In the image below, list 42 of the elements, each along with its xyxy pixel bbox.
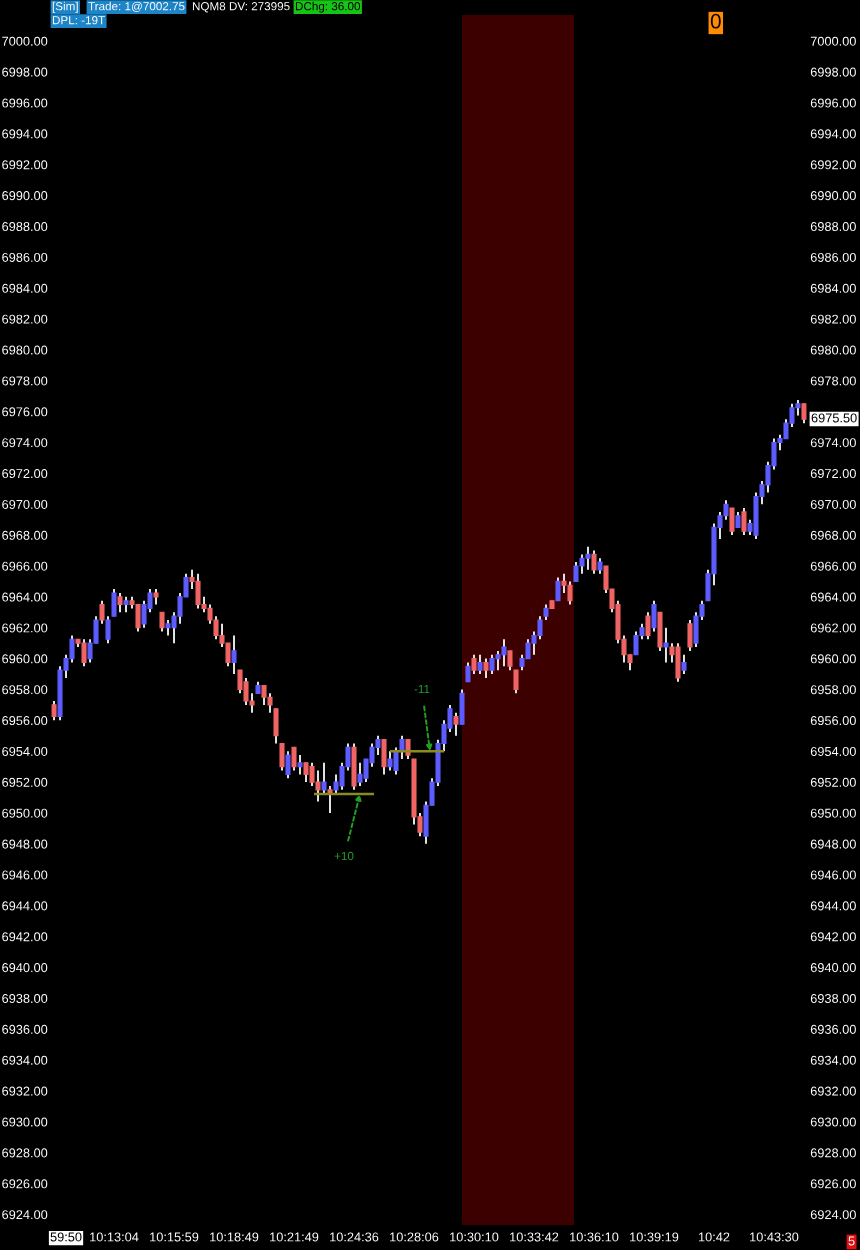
candlestick [585, 545, 591, 571]
candlestick [453, 711, 459, 737]
candlestick [501, 638, 507, 668]
candlestick [477, 653, 483, 676]
candlestick [387, 750, 393, 772]
candlestick [291, 746, 297, 772]
candlestick [633, 630, 639, 656]
candlestick [471, 653, 477, 676]
candlestick [513, 669, 519, 695]
candlestick [285, 750, 291, 780]
annotation: 0 [710, 13, 721, 29]
candlestick [465, 661, 471, 683]
candlestick [279, 742, 285, 772]
candlestick [159, 611, 165, 633]
candlestick [555, 576, 561, 602]
candlestick [681, 653, 687, 676]
candlestick [591, 549, 597, 575]
candlestick [315, 769, 321, 803]
candlestick [135, 603, 141, 633]
candlestick [687, 619, 693, 652]
candlestick [381, 738, 387, 776]
candlestick [801, 402, 807, 425]
candlestick [729, 507, 735, 537]
candlestick [243, 676, 249, 706]
candlestick [483, 657, 489, 679]
candlestick [81, 638, 87, 668]
candlestick [567, 580, 573, 606]
candlestick [675, 642, 681, 683]
candlestick [303, 761, 309, 784]
candlestick [117, 592, 123, 614]
candlestick [357, 761, 363, 787]
candlestick [663, 626, 669, 664]
candlestick [741, 507, 747, 537]
candlestick [51, 700, 57, 722]
candlestick [231, 634, 237, 676]
candlestick [651, 599, 657, 633]
candlestick [489, 653, 495, 676]
candlestick [351, 742, 357, 791]
candlestick [195, 572, 201, 610]
candlestick [579, 553, 585, 575]
candlestick [297, 754, 303, 776]
candlestick [261, 684, 267, 706]
